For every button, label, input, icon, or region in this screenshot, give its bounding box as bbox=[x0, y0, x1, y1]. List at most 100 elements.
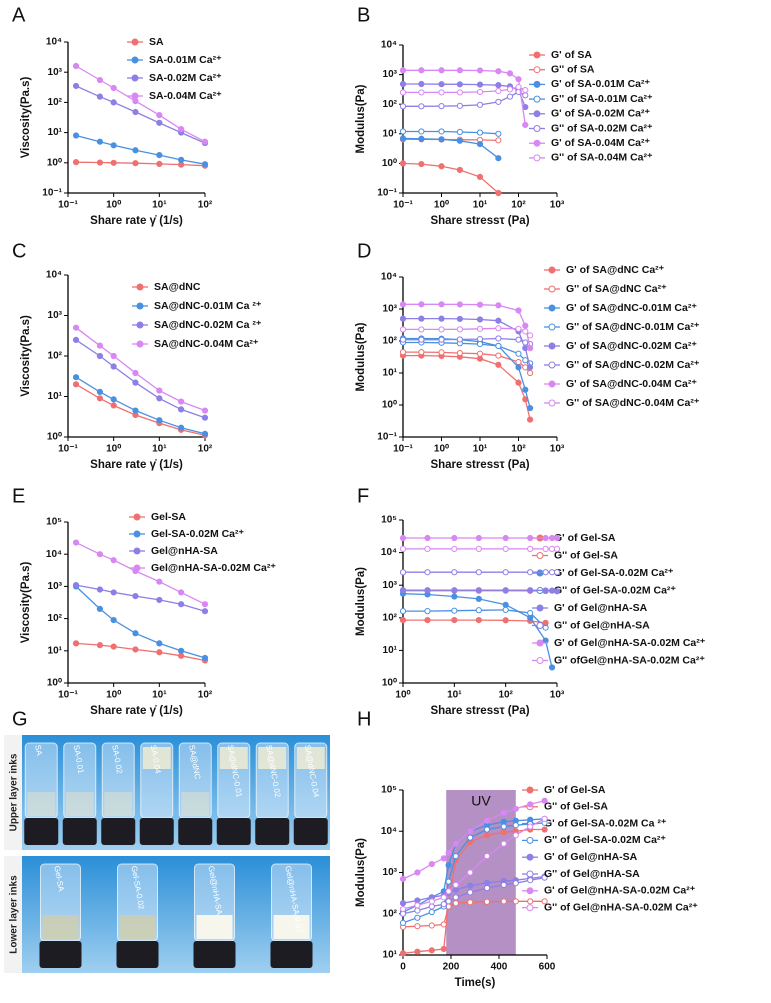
vial-cap bbox=[293, 818, 328, 845]
vial-cap bbox=[62, 818, 97, 845]
legend-label: G'' of SA@dNC-0.04M Ca²⁺ bbox=[566, 397, 700, 409]
vial-cap bbox=[39, 941, 82, 968]
y-axis-label: Modulus(Pa) bbox=[355, 567, 367, 636]
legend-marker bbox=[526, 870, 534, 878]
data-point bbox=[156, 640, 163, 647]
data-point bbox=[506, 70, 514, 77]
data-point bbox=[178, 156, 185, 163]
data-point bbox=[522, 86, 529, 94]
y-tick-label: 10¹ bbox=[48, 391, 63, 402]
data-point bbox=[72, 640, 80, 647]
data-point bbox=[110, 557, 117, 564]
y-tick-label: 10⁰ bbox=[47, 157, 62, 168]
data-point bbox=[414, 923, 421, 930]
data-point bbox=[178, 652, 185, 659]
data-point bbox=[451, 593, 458, 600]
data-point bbox=[548, 545, 556, 552]
data-point bbox=[467, 882, 474, 889]
data-point bbox=[440, 901, 447, 908]
data-point bbox=[475, 545, 482, 552]
legend-label: Gel-SA-0.02M Ca²⁺ bbox=[151, 528, 245, 540]
x-tick-label: 10² bbox=[498, 690, 513, 701]
legend-label: G'' of Gel@nHA-SA-0.02M Ca²⁺ bbox=[544, 901, 698, 913]
vial-ink bbox=[27, 792, 56, 816]
data-point bbox=[418, 89, 425, 96]
data-point bbox=[418, 128, 425, 135]
data-point bbox=[156, 395, 163, 402]
data-point bbox=[526, 416, 534, 423]
vial-ink bbox=[181, 792, 210, 816]
data-point bbox=[156, 387, 163, 394]
legend-label: G'' of Gel-SA bbox=[554, 549, 618, 561]
data-point bbox=[476, 129, 484, 136]
legend-label: G'' of SA@dNC Ca²⁺ bbox=[566, 283, 667, 295]
y-tick-label: 10² bbox=[48, 351, 63, 362]
data-point bbox=[526, 364, 534, 371]
legend-marker bbox=[548, 304, 556, 312]
data-point bbox=[96, 642, 104, 649]
data-point bbox=[541, 898, 548, 905]
y-tick-label: 10² bbox=[48, 613, 63, 624]
series-line bbox=[75, 584, 206, 612]
data-point bbox=[201, 138, 209, 145]
data-point bbox=[512, 880, 519, 887]
data-point bbox=[178, 589, 185, 596]
panel-letter: A bbox=[12, 4, 26, 26]
panel-letter: H bbox=[357, 708, 371, 730]
data-point bbox=[428, 898, 435, 905]
uv-label: UV bbox=[471, 793, 491, 809]
x-tick-label: 10² bbox=[198, 444, 213, 455]
data-point bbox=[424, 617, 431, 624]
data-point bbox=[399, 950, 407, 957]
data-point bbox=[424, 545, 431, 552]
y-tick-label: 10¹ bbox=[48, 645, 63, 656]
vial-label: SA bbox=[33, 744, 44, 757]
data-point bbox=[476, 316, 484, 323]
x-tick-label: 10² bbox=[198, 200, 213, 211]
y-tick-label: 10⁵ bbox=[381, 785, 397, 796]
data-point bbox=[483, 852, 491, 860]
legend-marker bbox=[533, 154, 541, 162]
data-point bbox=[438, 315, 445, 322]
data-point bbox=[110, 396, 117, 403]
series-line bbox=[403, 609, 547, 629]
legend-marker bbox=[536, 604, 544, 612]
data-point bbox=[522, 121, 529, 128]
data-point bbox=[451, 607, 458, 614]
legend-label: G'' of SA bbox=[551, 63, 595, 75]
data-point bbox=[502, 606, 509, 613]
data-point bbox=[399, 336, 407, 343]
panel-letter: D bbox=[357, 240, 371, 262]
data-point bbox=[201, 430, 209, 437]
vial-cap bbox=[216, 818, 251, 845]
data-point bbox=[456, 137, 463, 144]
series-line bbox=[402, 137, 499, 159]
data-point bbox=[476, 325, 484, 332]
data-point bbox=[500, 823, 507, 830]
data-point bbox=[542, 587, 549, 594]
x-tick-label: 10³ bbox=[550, 200, 565, 211]
data-point bbox=[502, 587, 509, 594]
data-point bbox=[418, 326, 425, 333]
data-point bbox=[424, 534, 431, 542]
data-point bbox=[132, 108, 139, 116]
data-point bbox=[456, 102, 463, 109]
x-tick-label: 10² bbox=[198, 690, 213, 701]
data-point bbox=[515, 76, 522, 83]
data-point bbox=[483, 826, 491, 833]
data-point bbox=[399, 135, 407, 142]
data-point bbox=[156, 596, 163, 604]
data-point bbox=[110, 402, 117, 409]
data-point bbox=[110, 142, 117, 149]
data-point bbox=[424, 569, 431, 576]
data-point bbox=[178, 406, 185, 413]
data-point bbox=[522, 357, 529, 364]
data-point bbox=[527, 823, 534, 830]
data-point bbox=[445, 862, 452, 869]
data-point bbox=[424, 587, 431, 594]
data-point bbox=[467, 899, 474, 906]
y-tick-label: 10² bbox=[383, 908, 398, 919]
data-point bbox=[418, 301, 425, 308]
legend-label: G'' of Gel-SA bbox=[544, 801, 608, 813]
